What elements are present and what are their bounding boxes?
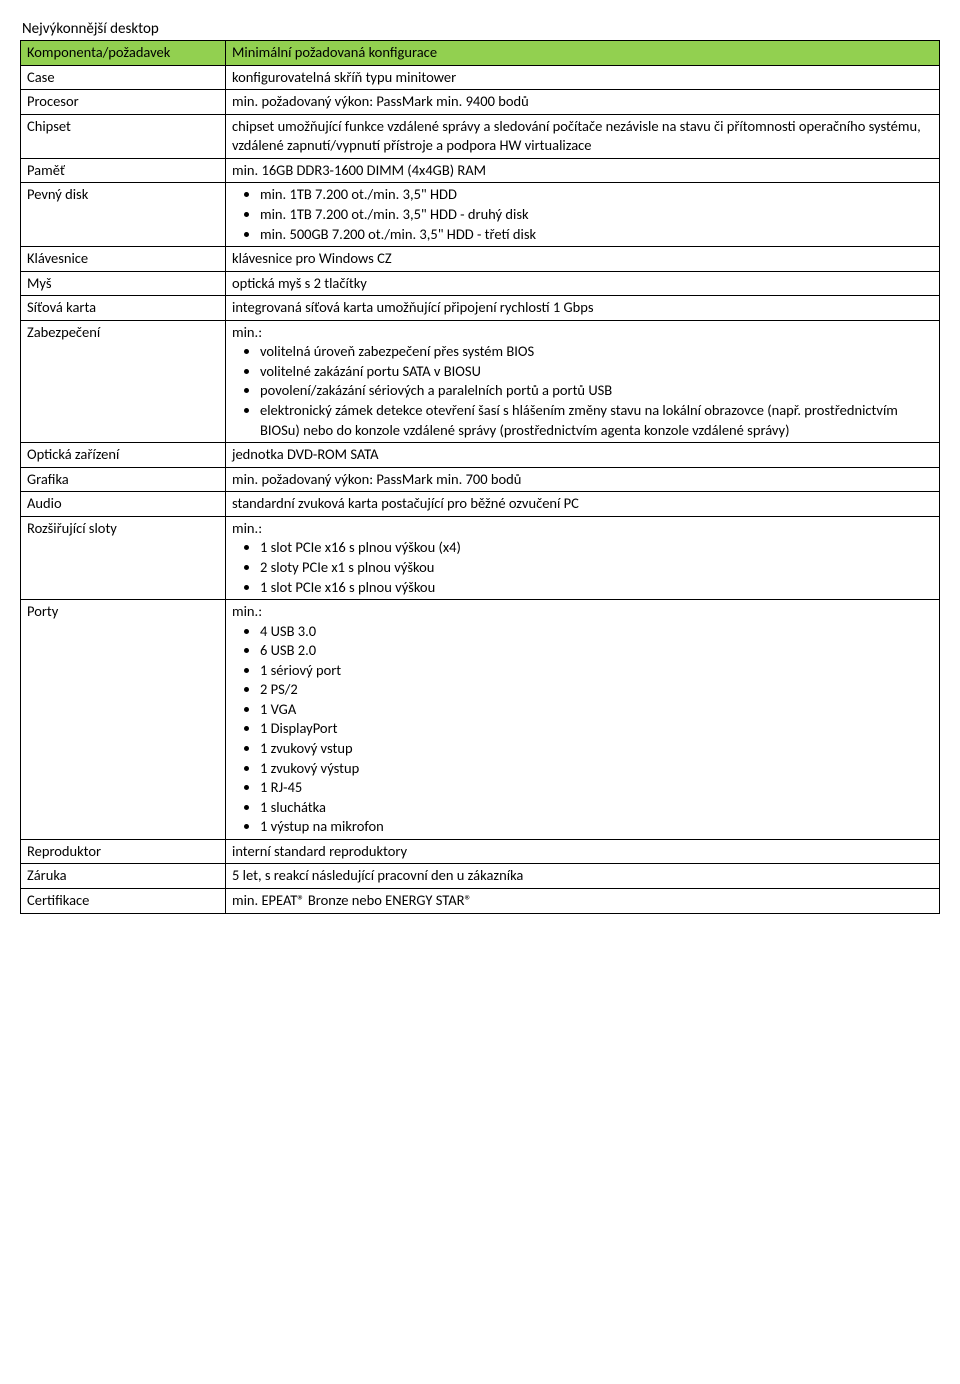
row-label: Myš bbox=[21, 271, 226, 296]
list-item: 2 PS/2 bbox=[260, 680, 933, 700]
table-row: Chipset chipset umožňující funkce vzdále… bbox=[21, 114, 940, 158]
row-value: jednotka DVD-ROM SATA bbox=[226, 443, 940, 468]
list-item: 1 výstup na mikrofon bbox=[260, 817, 933, 837]
row-value: standardní zvuková karta postačující pro… bbox=[226, 492, 940, 517]
list-item: 1 zvukový vstup bbox=[260, 739, 933, 759]
row-label: Chipset bbox=[21, 114, 226, 158]
list-item: volitelná úroveň zabezpečení přes systém… bbox=[260, 342, 933, 362]
row-value: integrovaná síťová karta umožňující přip… bbox=[226, 296, 940, 321]
row-label: Paměť bbox=[21, 158, 226, 183]
header-config: Minimální požadovaná konfigurace bbox=[226, 41, 940, 66]
row-label: Rozšiřující sloty bbox=[21, 516, 226, 599]
row-value: 5 let, s reakcí následující pracovní den… bbox=[226, 864, 940, 889]
row-value: optická myš s 2 tlačítky bbox=[226, 271, 940, 296]
row-value: interní standard reproduktory bbox=[226, 839, 940, 864]
spec-title: Nejvýkonnější desktop bbox=[20, 20, 940, 38]
list-item: 1 zvukový výstup bbox=[260, 759, 933, 779]
row-label: Case bbox=[21, 65, 226, 90]
list-item: min. 500GB 7.200 ot./min. 3,5" HDD - tře… bbox=[260, 225, 933, 245]
row-value: min. EPEAT® Bronze nebo ENERGY STAR® bbox=[226, 888, 940, 913]
row-value: chipset umožňující funkce vzdálené správ… bbox=[226, 114, 940, 158]
row-label: Procesor bbox=[21, 90, 226, 115]
table-header-row: Komponenta/požadavek Minimální požadovan… bbox=[21, 41, 940, 66]
row-value: konfigurovatelná skříň typu minitower bbox=[226, 65, 940, 90]
row-value: min.: volitelná úroveň zabezpečení přes … bbox=[226, 320, 940, 442]
list-item: 1 slot PCIe x16 s plnou výškou bbox=[260, 578, 933, 598]
row-label: Záruka bbox=[21, 864, 226, 889]
row-value: min.: 1 slot PCIe x16 s plnou výškou (x4… bbox=[226, 516, 940, 599]
bullet-list: min. 1TB 7.200 ot./min. 3,5" HDDmin. 1TB… bbox=[232, 185, 933, 244]
list-item: 1 RJ-45 bbox=[260, 778, 933, 798]
table-row: Case konfigurovatelná skříň typu minitow… bbox=[21, 65, 940, 90]
row-label: Síťová karta bbox=[21, 296, 226, 321]
row-value: min. 1TB 7.200 ot./min. 3,5" HDDmin. 1TB… bbox=[226, 183, 940, 247]
table-row: Klávesnice klávesnice pro Windows CZ bbox=[21, 247, 940, 272]
row-label: Optická zařízení bbox=[21, 443, 226, 468]
header-component: Komponenta/požadavek bbox=[21, 41, 226, 66]
row-label: Grafika bbox=[21, 467, 226, 492]
row-value: min. požadovaný výkon: PassMark min. 940… bbox=[226, 90, 940, 115]
row-value: min.: 4 USB 3.06 USB 2.01 sériový port2 … bbox=[226, 600, 940, 840]
list-item: elektronický zámek detekce otevření šasí… bbox=[260, 401, 933, 440]
table-row: Certifikace min. EPEAT® Bronze nebo ENER… bbox=[21, 888, 940, 913]
row-label: Zabezpečení bbox=[21, 320, 226, 442]
table-row: Procesor min. požadovaný výkon: PassMark… bbox=[21, 90, 940, 115]
table-row: Zabezpečení min.: volitelná úroveň zabez… bbox=[21, 320, 940, 442]
list-item: volitelné zakázání portu SATA v BIOSU bbox=[260, 362, 933, 382]
table-row: Grafika min. požadovaný výkon: PassMark … bbox=[21, 467, 940, 492]
list-item: 6 USB 2.0 bbox=[260, 641, 933, 661]
list-item: 1 DisplayPort bbox=[260, 719, 933, 739]
row-value: min. požadovaný výkon: PassMark min. 700… bbox=[226, 467, 940, 492]
table-row: Optická zařízení jednotka DVD-ROM SATA bbox=[21, 443, 940, 468]
list-item: min. 1TB 7.200 ot./min. 3,5" HDD bbox=[260, 185, 933, 205]
row-value: min. 16GB DDR3-1600 DIMM (4x4GB) RAM bbox=[226, 158, 940, 183]
row-value: klávesnice pro Windows CZ bbox=[226, 247, 940, 272]
table-row: Paměť min. 16GB DDR3-1600 DIMM (4x4GB) R… bbox=[21, 158, 940, 183]
list-item: min. 1TB 7.200 ot./min. 3,5" HDD - druhý… bbox=[260, 205, 933, 225]
list-item: 1 slot PCIe x16 s plnou výškou (x4) bbox=[260, 538, 933, 558]
row-label: Porty bbox=[21, 600, 226, 840]
table-row: Pevný disk min. 1TB 7.200 ot./min. 3,5" … bbox=[21, 183, 940, 247]
table-row: Síťová karta integrovaná síťová karta um… bbox=[21, 296, 940, 321]
intro-text: min.: bbox=[232, 323, 933, 343]
table-row: Záruka 5 let, s reakcí následující praco… bbox=[21, 864, 940, 889]
table-row: Myš optická myš s 2 tlačítky bbox=[21, 271, 940, 296]
table-row: Porty min.: 4 USB 3.06 USB 2.01 sériový … bbox=[21, 600, 940, 840]
list-item: 1 VGA bbox=[260, 700, 933, 720]
list-item: 1 sériový port bbox=[260, 661, 933, 681]
bullet-list: 1 slot PCIe x16 s plnou výškou (x4)2 slo… bbox=[232, 538, 933, 597]
list-item: povolení/zakázání sériových a paralelníc… bbox=[260, 381, 933, 401]
spec-table: Komponenta/požadavek Minimální požadovan… bbox=[20, 40, 940, 914]
table-row: Reproduktor interní standard reproduktor… bbox=[21, 839, 940, 864]
list-item: 2 sloty PCIe x1 s plnou výškou bbox=[260, 558, 933, 578]
row-label: Klávesnice bbox=[21, 247, 226, 272]
row-label: Audio bbox=[21, 492, 226, 517]
intro-text: min.: bbox=[232, 519, 933, 539]
bullet-list: 4 USB 3.06 USB 2.01 sériový port2 PS/21 … bbox=[232, 622, 933, 837]
list-item: 4 USB 3.0 bbox=[260, 622, 933, 642]
row-label: Certifikace bbox=[21, 888, 226, 913]
intro-text: min.: bbox=[232, 602, 933, 622]
list-item: 1 sluchátka bbox=[260, 798, 933, 818]
table-row: Audio standardní zvuková karta postačují… bbox=[21, 492, 940, 517]
bullet-list: volitelná úroveň zabezpečení přes systém… bbox=[232, 342, 933, 440]
table-row: Rozšiřující sloty min.: 1 slot PCIe x16 … bbox=[21, 516, 940, 599]
row-label: Pevný disk bbox=[21, 183, 226, 247]
row-label: Reproduktor bbox=[21, 839, 226, 864]
